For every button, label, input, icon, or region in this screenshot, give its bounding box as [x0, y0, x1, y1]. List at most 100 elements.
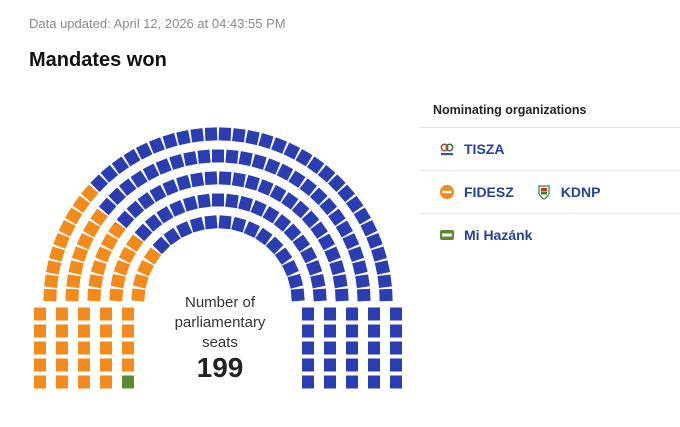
- seat-tisza: [190, 128, 204, 143]
- seat-tisza: [324, 341, 336, 355]
- seat-tisza: [317, 164, 336, 183]
- seat-tisza: [352, 260, 368, 275]
- seat-tisza: [374, 260, 390, 275]
- seat-fidesz: [56, 375, 68, 389]
- kdnp-logo-icon: [538, 185, 550, 200]
- mi-hazank-logo-icon: [440, 230, 454, 240]
- seat-tisza: [231, 216, 247, 233]
- seat-tisza: [212, 149, 224, 163]
- seat-tisza: [274, 247, 293, 265]
- seat-tisza: [305, 259, 323, 276]
- seat-tisza: [197, 193, 211, 209]
- seat-fidesz: [95, 246, 112, 263]
- seat-tisza: [390, 358, 402, 372]
- seat-tisza: [156, 206, 174, 224]
- seat-fidesz: [80, 184, 99, 203]
- seat-tisza: [355, 274, 370, 289]
- legend-item-kdnp[interactable]: KDNP: [536, 184, 600, 200]
- seat-fidesz: [78, 358, 90, 372]
- seat-tisza: [148, 137, 165, 154]
- seat-fidesz: [76, 233, 94, 250]
- seat-tisza: [212, 193, 224, 207]
- seat-tisza: [300, 246, 318, 264]
- seat-tisza: [302, 375, 314, 389]
- seat-tisza: [231, 172, 246, 188]
- seat-fidesz: [44, 274, 59, 288]
- seat-tisza: [204, 171, 218, 186]
- seat-tisza: [152, 236, 171, 255]
- legend-label-fidesz: FIDESZ: [464, 184, 514, 200]
- seat-fidesz: [90, 260, 107, 276]
- seat-tisza: [302, 358, 314, 372]
- seat-tisza: [265, 236, 284, 255]
- seat-fidesz: [34, 375, 46, 389]
- seat-fidesz: [122, 358, 134, 372]
- seat-fidesz: [88, 274, 104, 289]
- legend-item-fidesz[interactable]: FIDESZ: [439, 184, 514, 200]
- seats-total: 199: [196, 352, 244, 383]
- seat-tisza: [189, 216, 205, 233]
- seat-tisza: [218, 215, 232, 230]
- seat-tisza: [312, 288, 327, 302]
- seat-tisza: [271, 137, 288, 154]
- data-updated-timestamp: Data updated: April 12, 2026 at 04:43:55…: [29, 16, 286, 31]
- seat-fidesz: [125, 234, 144, 252]
- seat-tisza: [390, 375, 402, 389]
- seat-tisza: [368, 358, 380, 372]
- seat-fidesz: [100, 233, 119, 251]
- seat-tisza: [346, 341, 358, 355]
- legend-item-tisza[interactable]: TISZA: [439, 141, 504, 157]
- seat-tisza: [116, 210, 135, 229]
- seat-tisza: [309, 187, 328, 206]
- legend-label-tisza: TISZA: [464, 141, 505, 157]
- seat-tisza: [155, 158, 172, 175]
- seat-fidesz: [71, 246, 89, 262]
- seat-fidesz: [113, 259, 131, 276]
- seat-fidesz: [132, 273, 149, 289]
- seat-tisza: [243, 221, 260, 238]
- tisza-logo-icon: [440, 143, 454, 156]
- seat-tisza: [287, 273, 304, 289]
- seat-tisza: [327, 174, 346, 193]
- seat-fidesz: [100, 341, 112, 355]
- seat-tisza: [162, 179, 179, 196]
- seat-tisza: [324, 307, 336, 321]
- seat-tisza: [332, 274, 348, 289]
- seat-tisza: [245, 130, 260, 146]
- seat-fidesz: [58, 219, 76, 237]
- seat-fidesz: [122, 307, 134, 321]
- seat-tisza: [111, 156, 130, 175]
- seat-tisza: [258, 133, 274, 149]
- fidesz-logo-icon: [440, 185, 454, 199]
- legend-item-mi-hazank[interactable]: Mi Hazánk: [439, 227, 532, 243]
- seat-fidesz: [110, 274, 126, 289]
- seat-tisza: [302, 324, 314, 338]
- seat-tisza: [108, 187, 127, 206]
- seat-fidesz: [78, 341, 90, 355]
- seat-fidesz: [100, 358, 112, 372]
- seat-tisza: [98, 197, 117, 216]
- seat-fidesz: [100, 307, 112, 321]
- seat-tisza: [346, 307, 358, 321]
- seat-tisza: [176, 221, 193, 238]
- seat-tisza: [302, 307, 314, 321]
- seat-tisza: [290, 288, 305, 302]
- seat-tisza: [360, 219, 378, 237]
- seat-tisza: [149, 184, 167, 203]
- legend-heading: Nominating organizations: [420, 97, 680, 128]
- seat-tisza: [281, 192, 299, 210]
- seat-tisza: [292, 234, 311, 252]
- seat-fidesz: [34, 358, 46, 372]
- seat-tisza: [163, 227, 181, 246]
- seat-tisza: [225, 193, 239, 209]
- seat-tisza: [282, 260, 299, 277]
- seat-tisza: [291, 200, 310, 219]
- legend-row-tisza: TISZA: [420, 128, 680, 171]
- seat-tisza: [299, 178, 318, 197]
- seat-tisza: [276, 163, 294, 181]
- seat-fidesz: [87, 288, 102, 302]
- seat-tisza: [346, 324, 358, 338]
- seat-tisza: [118, 178, 137, 197]
- seat-tisza: [324, 375, 336, 389]
- seat-tisza: [218, 171, 232, 186]
